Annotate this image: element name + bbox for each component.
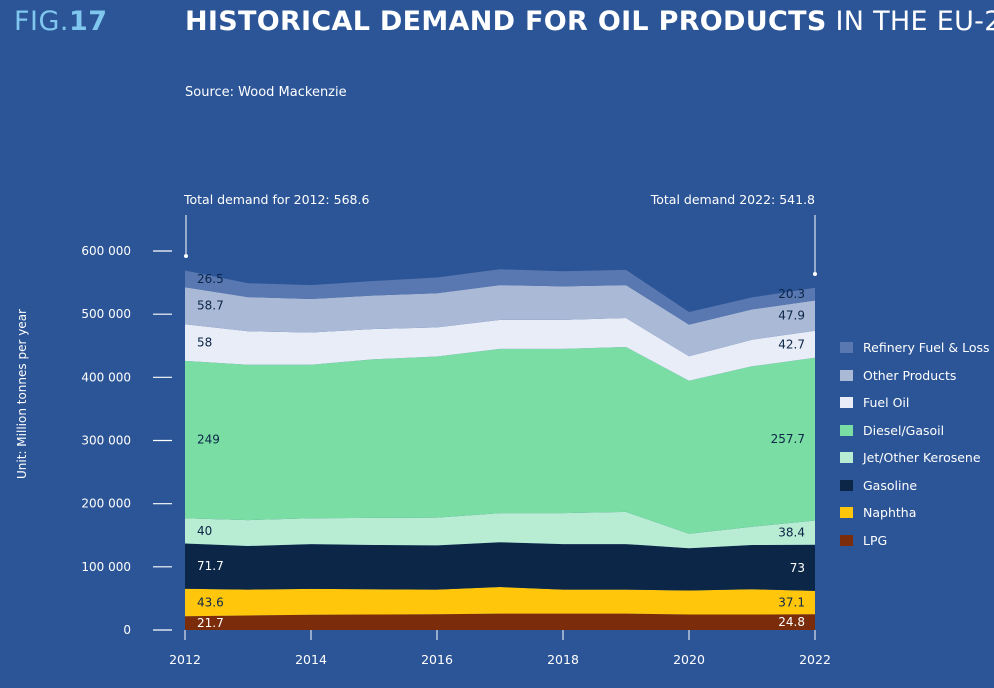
y-tick-label: 100 000 xyxy=(81,560,131,574)
legend-item-refinery-fuel-loss: Refinery Fuel & Loss xyxy=(840,334,990,362)
legend-item-other-products: Other Products xyxy=(840,362,990,390)
y-tick-label: 500 000 xyxy=(81,307,131,321)
y-tick-label: 300 000 xyxy=(81,434,131,448)
data-label-start-lpg: 21.7 xyxy=(197,616,224,630)
data-label-start-diesel-gasoil: 249 xyxy=(197,433,220,447)
chart-title-bold: HISTORICAL DEMAND FOR OIL PRODUCTS xyxy=(185,6,827,37)
area-fuel-oil xyxy=(185,318,815,381)
data-label-end-naphtha: 37.1 xyxy=(778,596,805,610)
data-label-start-gasoline: 71.7 xyxy=(197,559,224,573)
data-label-end-diesel-gasoil: 257.7 xyxy=(771,432,805,446)
legend-item-gasoline: Gasoline xyxy=(840,472,990,500)
legend-item-naphtha: Naphtha xyxy=(840,499,990,527)
legend-item-jet-other-kerosene: Jet/Other Kerosene xyxy=(840,444,990,472)
x-tick-label: 2012 xyxy=(169,652,201,667)
data-label-end-jet-other-kerosene: 38.4 xyxy=(778,526,805,540)
annotation-total-2022: Total demand 2022: 541.8 xyxy=(650,192,815,207)
data-label-start-refinery-fuel-loss: 26.5 xyxy=(197,272,224,286)
area-lpg xyxy=(185,613,815,630)
data-label-end-refinery-fuel-loss: 20.3 xyxy=(778,287,805,301)
legend-label: LPG xyxy=(863,532,888,548)
y-axis: 0 100 000 200 000 300 000 400 000 500 000 600 … xyxy=(81,244,172,637)
chart-title: HISTORICAL DEMAND FOR OIL PRODUCTS IN TH… xyxy=(185,6,994,37)
legend-item-lpg: LPG xyxy=(840,527,990,555)
data-label-start-fuel-oil: 58 xyxy=(197,336,212,350)
legend-item-diesel-gasoil: Diesel/Gasoil xyxy=(840,417,990,445)
area-refinery-fuel-loss xyxy=(185,269,815,325)
data-label-end-fuel-oil: 42.7 xyxy=(778,337,805,351)
annotation-total-2012: Total demand for 2012: 568.6 xyxy=(183,192,369,207)
figure-number: 17 xyxy=(69,6,108,37)
legend-item-fuel-oil: Fuel Oil xyxy=(840,389,990,417)
area-gasoline xyxy=(185,542,815,591)
x-tick-label: 2016 xyxy=(421,652,453,667)
data-label-end-gasoline: 73 xyxy=(790,561,805,575)
legend-label: Fuel Oil xyxy=(863,395,910,411)
area-diesel-gasoil xyxy=(185,347,815,534)
legend-swatch xyxy=(840,424,853,436)
x-tick-label: 2022 xyxy=(799,652,831,667)
y-tick-label: 0 xyxy=(123,623,131,637)
legend-swatch xyxy=(840,479,853,491)
figure-prefix: FIG. xyxy=(14,6,69,37)
data-label-end-lpg: 24.8 xyxy=(778,615,805,629)
legend-label: Jet/Other Kerosene xyxy=(863,450,981,466)
legend-swatch xyxy=(840,369,853,381)
area-other-products xyxy=(185,285,815,357)
area-layers xyxy=(185,269,815,630)
y-tick-label: 600 000 xyxy=(81,244,131,258)
legend-label: Diesel/Gasoil xyxy=(863,422,945,438)
data-label-start-jet-other-kerosene: 40 xyxy=(197,524,212,538)
data-labels: 21.7 24.8 43.6 37.1 71.7 73 40 38.4 249 257.7 58 42… xyxy=(197,272,805,630)
legend-swatch xyxy=(840,397,853,409)
figure-label: FIG.17 xyxy=(14,6,108,37)
total-annotations: Total demand for 2012: 568.6 Total demand… xyxy=(183,192,817,276)
y-tick-label: 200 000 xyxy=(81,497,131,511)
x-tick-label: 2014 xyxy=(295,652,327,667)
source-note: Source: Wood Mackenzie xyxy=(185,85,347,100)
annotation-dot-2012 xyxy=(184,254,188,258)
legend-label: Naphtha xyxy=(863,505,917,521)
legend-swatch xyxy=(840,452,853,464)
annotation-dot-2022 xyxy=(813,272,817,276)
data-label-start-naphtha: 43.6 xyxy=(197,596,224,610)
legend-swatch xyxy=(840,342,853,354)
data-label-end-other-products: 47.9 xyxy=(778,309,805,323)
chart-legend: Refinery Fuel & Loss Other Products Fuel O… xyxy=(840,334,990,554)
legend-label: Refinery Fuel & Loss xyxy=(863,340,990,356)
y-tick-label: 400 000 xyxy=(81,370,131,384)
legend-swatch xyxy=(840,507,853,519)
area-jet-other-kerosene xyxy=(185,511,815,549)
area-naphtha xyxy=(185,587,815,617)
chart-title-light: IN THE EU-27 xyxy=(835,6,994,37)
x-tick-label: 2018 xyxy=(547,652,579,667)
x-tick-label: 2020 xyxy=(673,652,705,667)
legend-label: Gasoline xyxy=(863,477,918,493)
x-axis: 2012 2014 2016 2018 2020 2022 xyxy=(169,630,831,667)
legend-swatch xyxy=(840,534,853,546)
data-label-start-other-products: 58.7 xyxy=(197,299,224,313)
legend-label: Other Products xyxy=(863,367,957,383)
